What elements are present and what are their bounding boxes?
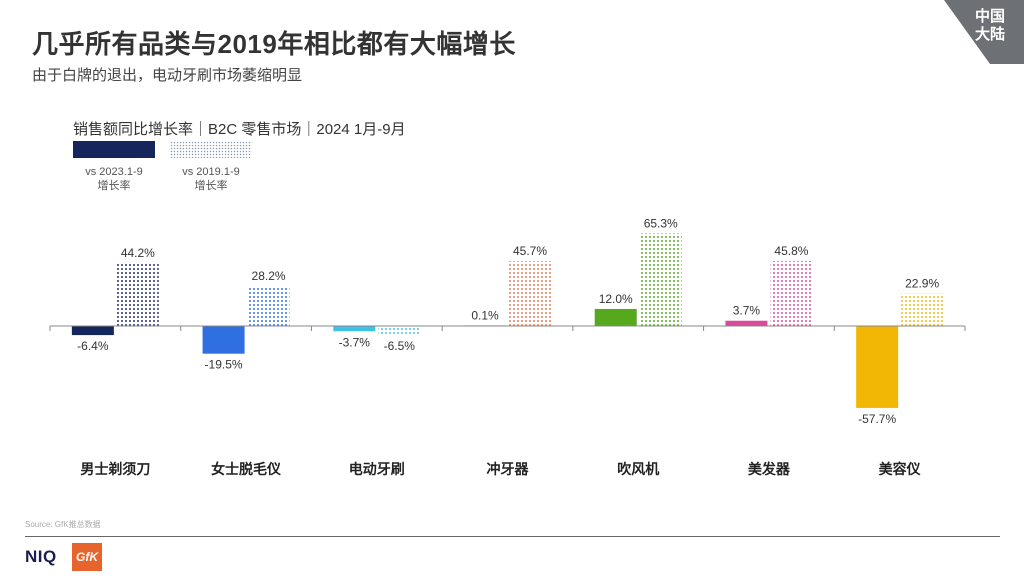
page-subtitle: 由于白牌的退出，电动牙刷市场萎缩明显	[32, 67, 303, 84]
bar-value-label: 28.2%	[252, 269, 286, 283]
bar-value-label: 44.2%	[121, 246, 155, 260]
chart-title: 销售额同比增长率｜B2C 零售市场｜2024 1月-9月	[73, 121, 406, 138]
bar-vs2023	[71, 326, 114, 336]
bar-vs2019	[770, 260, 813, 326]
legend-swatch-2019	[170, 141, 252, 158]
bar-value-label: 12.0%	[599, 292, 633, 306]
bar-vs2019	[509, 261, 551, 326]
legend-label-2019-line2: 增长率	[194, 180, 228, 192]
bar-vs2023	[856, 326, 899, 408]
footer-divider	[25, 536, 1000, 537]
category-label: 女士脱毛仪	[211, 461, 282, 477]
region-line1: 中国	[974, 8, 1005, 25]
legend-label-2019-line1: vs 2019.1-9	[182, 166, 240, 178]
legend-item-2023: vs 2023.1-9 增长率	[69, 141, 159, 193]
legend-label-2023-line2: 增长率	[97, 180, 131, 192]
bar-value-label: 3.7%	[733, 304, 761, 318]
category-label: 美发器	[748, 461, 791, 477]
bar-value-label: 65.3%	[644, 216, 678, 230]
legend-label-2023-line1: vs 2023.1-9	[85, 166, 143, 178]
bar-value-label: -3.7%	[339, 335, 371, 349]
category-label: 吹风机	[617, 461, 659, 477]
niq-logo: NIQ	[25, 547, 57, 566]
bar-vs2019	[901, 293, 944, 326]
category-label: 男士剃须刀	[80, 461, 150, 477]
bar-vs2019	[116, 263, 159, 326]
category-label: 冲牙器	[487, 461, 530, 477]
region-line2: 大陆	[974, 26, 1005, 43]
bar-vs2019	[247, 285, 290, 326]
bar-value-label: 45.8%	[774, 244, 808, 258]
legend-swatch-2023	[73, 141, 155, 158]
bar-value-label: 0.1%	[471, 308, 499, 322]
category-label: 电动牙刷	[349, 461, 405, 477]
gfk-logo: GfK	[72, 543, 102, 571]
bar-vs2023	[333, 326, 376, 332]
source-note: Source: GfK推总数据	[25, 520, 101, 529]
bar-vs2023	[594, 308, 637, 326]
bar-vs2019	[378, 326, 421, 336]
legend-item-2019: vs 2019.1-9 增长率	[166, 141, 256, 193]
bar-vs2019	[639, 233, 682, 326]
bar-vs2023	[202, 326, 245, 354]
bar-vs2023	[725, 320, 768, 326]
bar-chart: -6.4% 44.2% -19.5% 28.2% -3.7% -6.5% 0.1% 45.7%…	[49, 216, 966, 477]
bar-value-label: -57.7%	[858, 412, 896, 426]
category-label: 美容仪	[879, 461, 922, 477]
page-title: 几乎所有品类与2019年相比都有大幅增长	[32, 29, 516, 59]
bar-value-label: -6.4%	[77, 339, 109, 353]
bar-value-label: -6.5%	[384, 339, 416, 353]
bar-value-label: 22.9%	[905, 276, 939, 290]
bar-value-label: 45.7%	[513, 244, 547, 258]
bar-value-label: -19.5%	[205, 358, 243, 372]
region-badge: 中国 大陆	[944, 0, 1024, 64]
region-badge-shape	[944, 0, 1024, 64]
